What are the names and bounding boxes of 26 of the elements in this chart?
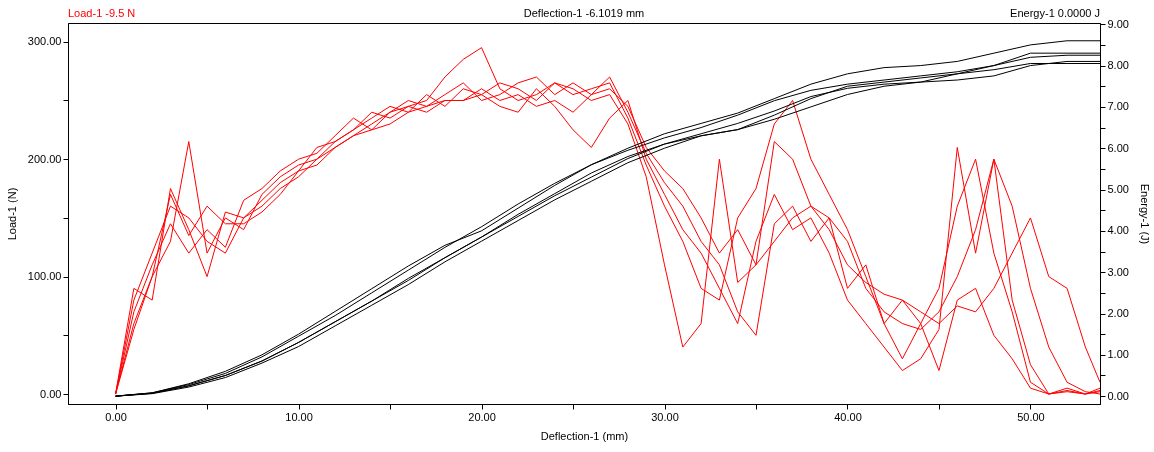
y2-tick-label: 1.00 xyxy=(1107,348,1129,361)
y2-tick-label: 3.00 xyxy=(1107,265,1129,278)
text: Deflection-1 -6.1019 mm xyxy=(523,7,645,19)
y2-tick-label: 4.00 xyxy=(1107,224,1129,237)
y2-tick-label: 7.00 xyxy=(1107,100,1129,113)
x-tick-label: 30.00 xyxy=(651,410,679,423)
x-axis-title: Deflection-1 (mm) xyxy=(540,429,629,442)
y2-tick-label: 8.00 xyxy=(1107,59,1129,72)
y2-tick-label: 0.00 xyxy=(1107,389,1129,402)
text: Energy-1 0.0000 J xyxy=(1010,7,1100,19)
y2-tick-label: 6.00 xyxy=(1107,141,1129,154)
y2-tick-label: 9.00 xyxy=(1107,17,1129,30)
x-tick-label: 20.00 xyxy=(468,410,496,423)
y-axis-title: Load-1 (N) xyxy=(5,187,18,241)
y-tick-label: 100.00 xyxy=(27,270,62,283)
y-tick-label: 200.00 xyxy=(27,152,62,165)
y-tick-label: 300.00 xyxy=(27,35,62,48)
y-tick-label: 0.00 xyxy=(40,387,62,400)
y2-tick-label: 2.00 xyxy=(1107,307,1129,319)
x-tick-label: 10.00 xyxy=(285,410,313,423)
x-tick-label: 0.00 xyxy=(105,410,127,423)
x-tick-label: 50.00 xyxy=(1017,410,1045,423)
text: Load-1 -9.5 N xyxy=(68,7,136,19)
y2-axis-title: Energy-1 (J) xyxy=(1138,183,1151,245)
x-tick-label: 40.00 xyxy=(834,410,862,423)
y2-tick-label: 5.00 xyxy=(1107,183,1129,196)
